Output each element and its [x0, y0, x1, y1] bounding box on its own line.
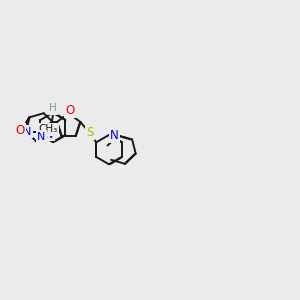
Text: CH₃: CH₃	[38, 124, 58, 134]
Text: S: S	[86, 126, 94, 139]
Text: O: O	[16, 124, 25, 136]
Text: N: N	[23, 127, 32, 136]
Text: H: H	[50, 103, 57, 113]
Text: N: N	[37, 132, 45, 142]
Text: N: N	[45, 130, 53, 140]
Text: N: N	[110, 129, 119, 142]
Text: O: O	[65, 103, 75, 117]
